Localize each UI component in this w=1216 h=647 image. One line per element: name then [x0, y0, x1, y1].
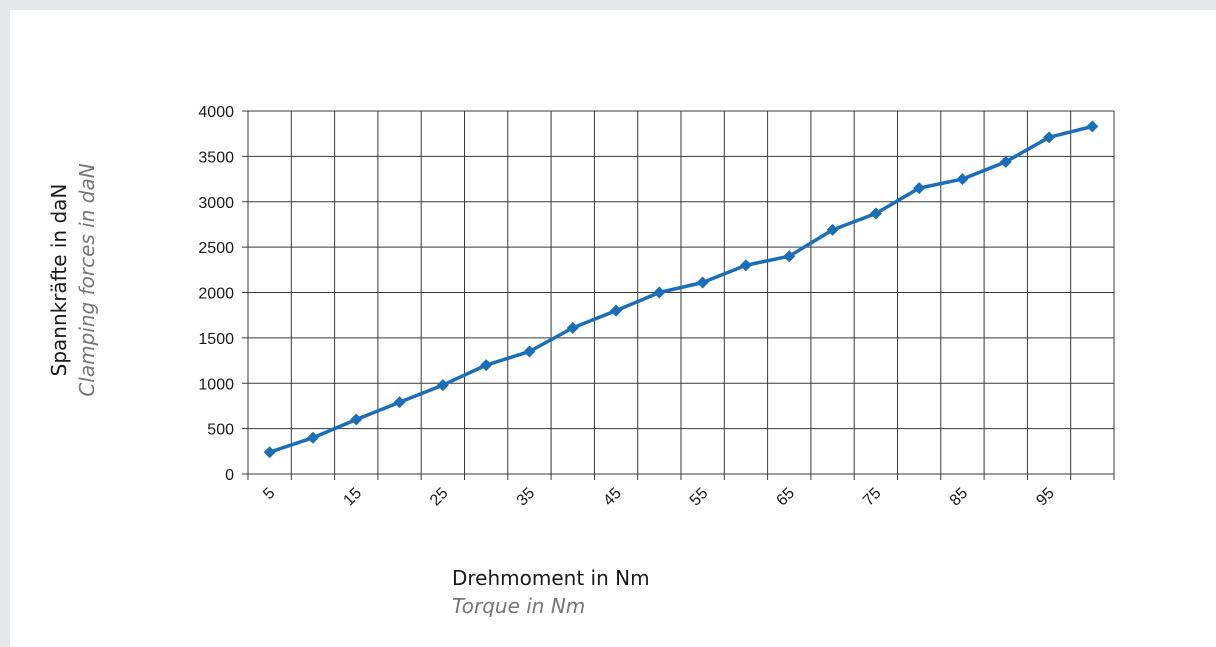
data-point [653, 286, 666, 299]
x-axis-title: Drehmoment in Nm [452, 566, 650, 590]
x-tick-label: 65 [773, 485, 798, 510]
data-point [1086, 120, 1099, 133]
x-axis-subtitle: Torque in Nm [452, 594, 585, 618]
data-point [566, 321, 579, 334]
data-point [956, 173, 969, 186]
y-axis-title: Spannkräfte in daN [47, 184, 71, 377]
data-point [826, 223, 839, 236]
y-axis-subtitle: Clamping forces in daN [75, 163, 99, 396]
chart-card: 0 500 1000 1500 2000 2500 3000 3500 4000 5 15 25 35 4… [10, 10, 1216, 647]
data-point [436, 379, 449, 392]
x-tick-label: 25 [427, 485, 452, 510]
data-point [913, 182, 926, 195]
y-tick-label: 3000 [198, 195, 234, 212]
x-tick-label: 95 [1033, 485, 1058, 510]
data-point [350, 413, 363, 426]
data-point [739, 259, 752, 272]
x-tick-label: 5 [260, 485, 278, 503]
x-tick-label: 75 [860, 485, 885, 510]
y-tick-label: 3500 [198, 149, 234, 166]
y-tick-label: 0 [225, 467, 234, 484]
data-point [610, 304, 623, 317]
data-point [869, 207, 882, 220]
x-tick-label: 15 [340, 485, 365, 510]
data-point [263, 446, 276, 459]
y-tick-label: 1500 [198, 331, 234, 348]
data-point [999, 155, 1012, 168]
y-tick-label: 2500 [198, 240, 234, 257]
x-tick-label: 45 [600, 485, 625, 510]
y-tick-label: 2000 [198, 286, 234, 303]
line-chart: 0 500 1000 1500 2000 2500 3000 3500 4000 5 15 25 35 4… [47, 104, 1115, 618]
x-tick-label: 85 [947, 485, 972, 510]
data-point [523, 345, 536, 358]
data-point [1043, 131, 1056, 144]
series-line [267, 124, 1095, 454]
y-tick-label: 1000 [198, 376, 234, 393]
data-point [306, 431, 319, 444]
y-tick-label: 500 [207, 422, 234, 439]
data-point [696, 276, 709, 289]
x-tick-label: 35 [514, 485, 539, 510]
data-point [393, 396, 406, 409]
data-point [480, 359, 493, 372]
x-tick-label: 55 [687, 485, 712, 510]
data-point [783, 250, 796, 263]
y-tick-label: 4000 [198, 104, 234, 121]
